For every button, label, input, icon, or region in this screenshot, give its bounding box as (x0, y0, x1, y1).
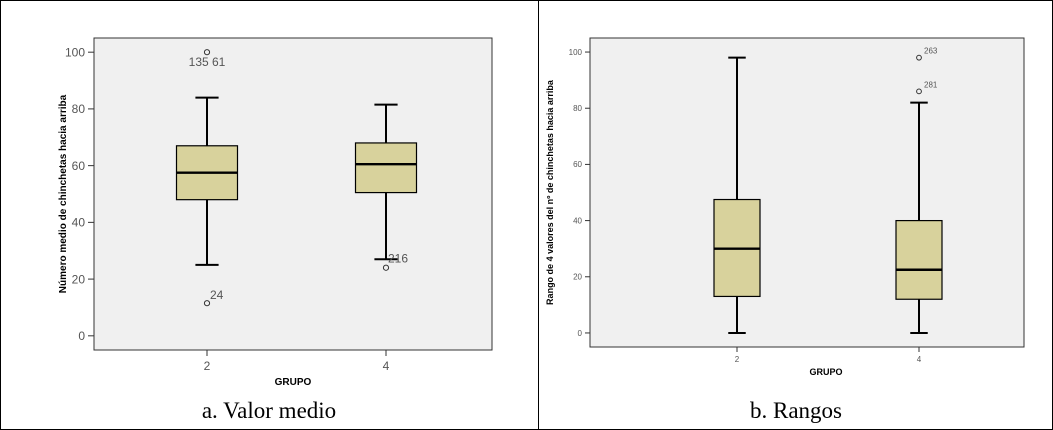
y-tick-label: 40 (573, 216, 582, 225)
outlier-point (382, 264, 390, 271)
y-tick-label: 80 (573, 104, 582, 113)
y-tick-label: 0 (578, 329, 583, 338)
outlier-label: 216 (388, 252, 408, 266)
y-tick-label: 60 (72, 159, 86, 173)
outlier-point (203, 300, 211, 307)
y-axis-label: Rango de 4 valores del nº de chinchetas … (545, 79, 555, 305)
y-tick-label: 20 (72, 272, 86, 286)
y-tick-label: 80 (72, 102, 86, 116)
y-tick-label: 40 (72, 216, 86, 230)
chart-rangos: 0 20 40 60 80 100 2 4 GRUPO Rango de 4 valores de… (545, 37, 1025, 377)
caption-b: b. Rangos (750, 398, 842, 423)
box-iqr (354, 142, 418, 194)
x-axis-label: GRUPO (809, 367, 842, 377)
box-iqr (895, 219, 943, 300)
outlier-label: 263 (924, 47, 938, 56)
y-tick-label: 20 (573, 273, 582, 282)
y-tick-label: 100 (569, 48, 583, 57)
y-tick-label: 60 (573, 160, 582, 169)
caption-a: a. Valor medio (201, 398, 337, 423)
x-tick-label: 4 (917, 355, 922, 364)
plot-area (93, 37, 493, 351)
x-tick-label: 4 (383, 359, 390, 373)
outlier-point (916, 88, 922, 95)
outlier-label: 135 61 (189, 55, 226, 69)
y-tick-label: 100 (65, 45, 85, 59)
x-tick-label: 2 (204, 359, 211, 373)
x-axis-label: GRUPO (275, 377, 312, 388)
x-tick-label: 2 (735, 355, 740, 364)
y-axis-label: Número medio de chinchetas hacia arriba (58, 94, 69, 293)
plot-area (589, 37, 1025, 348)
y-tick-label: 0 (78, 329, 85, 343)
panel-divider (538, 0, 539, 430)
outlier-label: 281 (924, 80, 938, 89)
outlier-label: 24 (210, 288, 224, 302)
outlier-point (203, 49, 211, 56)
outlier-point (916, 54, 922, 61)
